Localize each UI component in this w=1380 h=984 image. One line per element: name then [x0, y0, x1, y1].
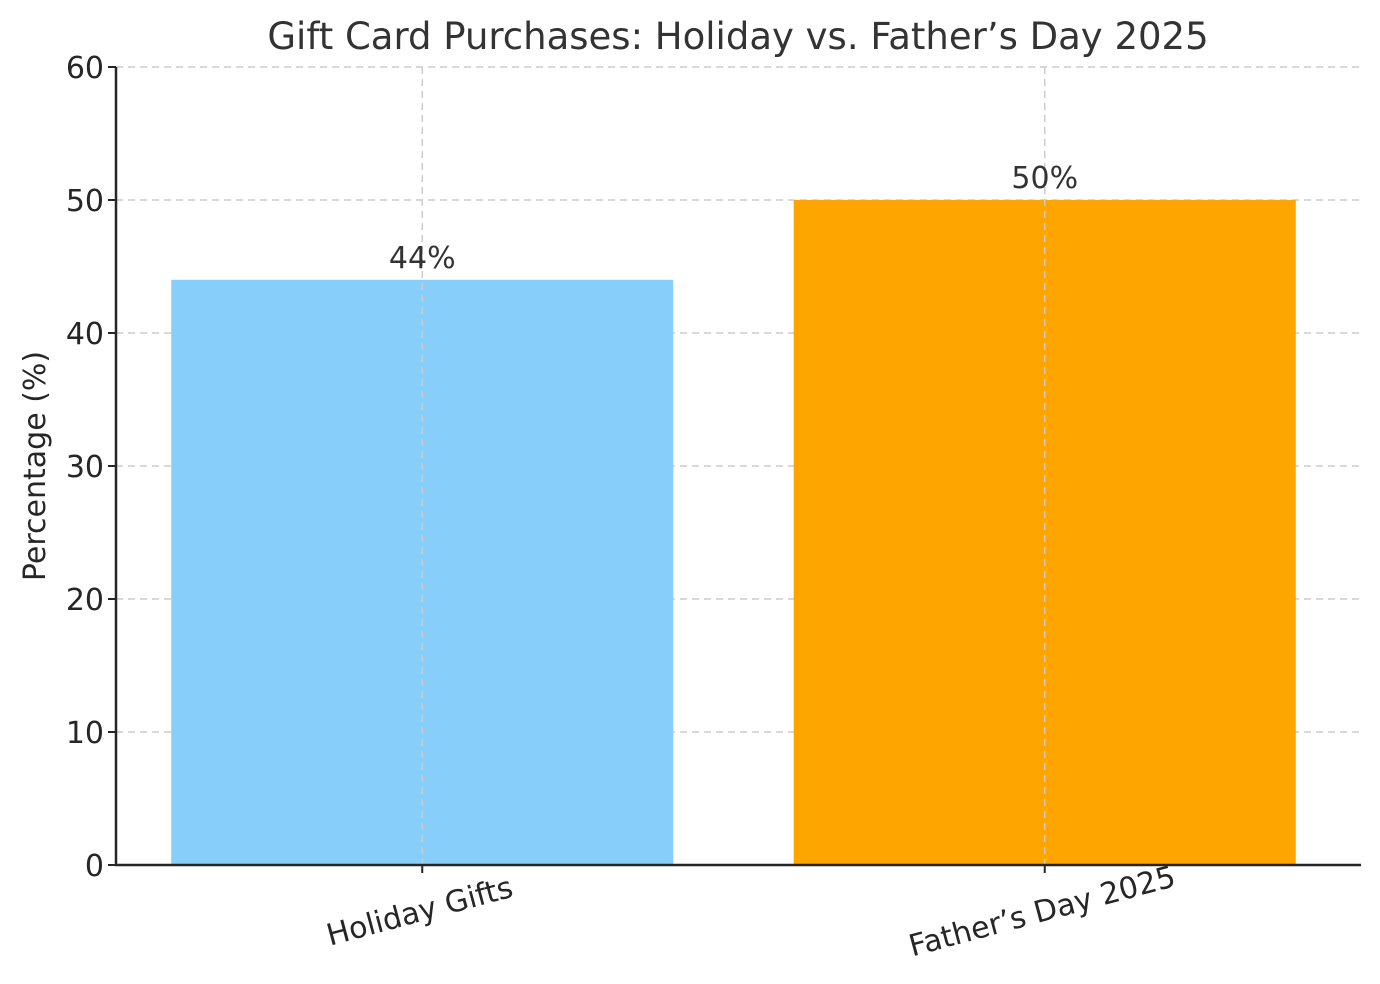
- y-tick-label: 20: [66, 583, 104, 618]
- chart-title: Gift Card Purchases: Holiday vs. Father’…: [267, 15, 1208, 58]
- y-tick-label: 50: [66, 184, 104, 219]
- y-tick-label: 60: [66, 51, 104, 86]
- y-tick-label: 0: [85, 849, 104, 884]
- value-labels: 44% 50%: [389, 161, 1078, 276]
- y-tick-label: 40: [66, 317, 104, 352]
- bars: [171, 200, 1296, 865]
- y-tick-label: 10: [66, 716, 104, 751]
- value-label: 44%: [389, 241, 456, 276]
- y-tick-label: 30: [66, 450, 104, 485]
- x-tick-label: Father’s Day 2025: [905, 859, 1179, 964]
- y-axis-label: Percentage (%): [18, 351, 53, 581]
- x-axis-ticks: Holiday Gifts Father’s Day 2025: [323, 859, 1179, 964]
- x-tick-label: Holiday Gifts: [323, 870, 517, 953]
- y-axis-ticks: 0 10 20 30 40 50 60: [66, 51, 116, 884]
- value-label: 50%: [1011, 161, 1078, 196]
- vertical-gridlines: [421, 67, 1046, 865]
